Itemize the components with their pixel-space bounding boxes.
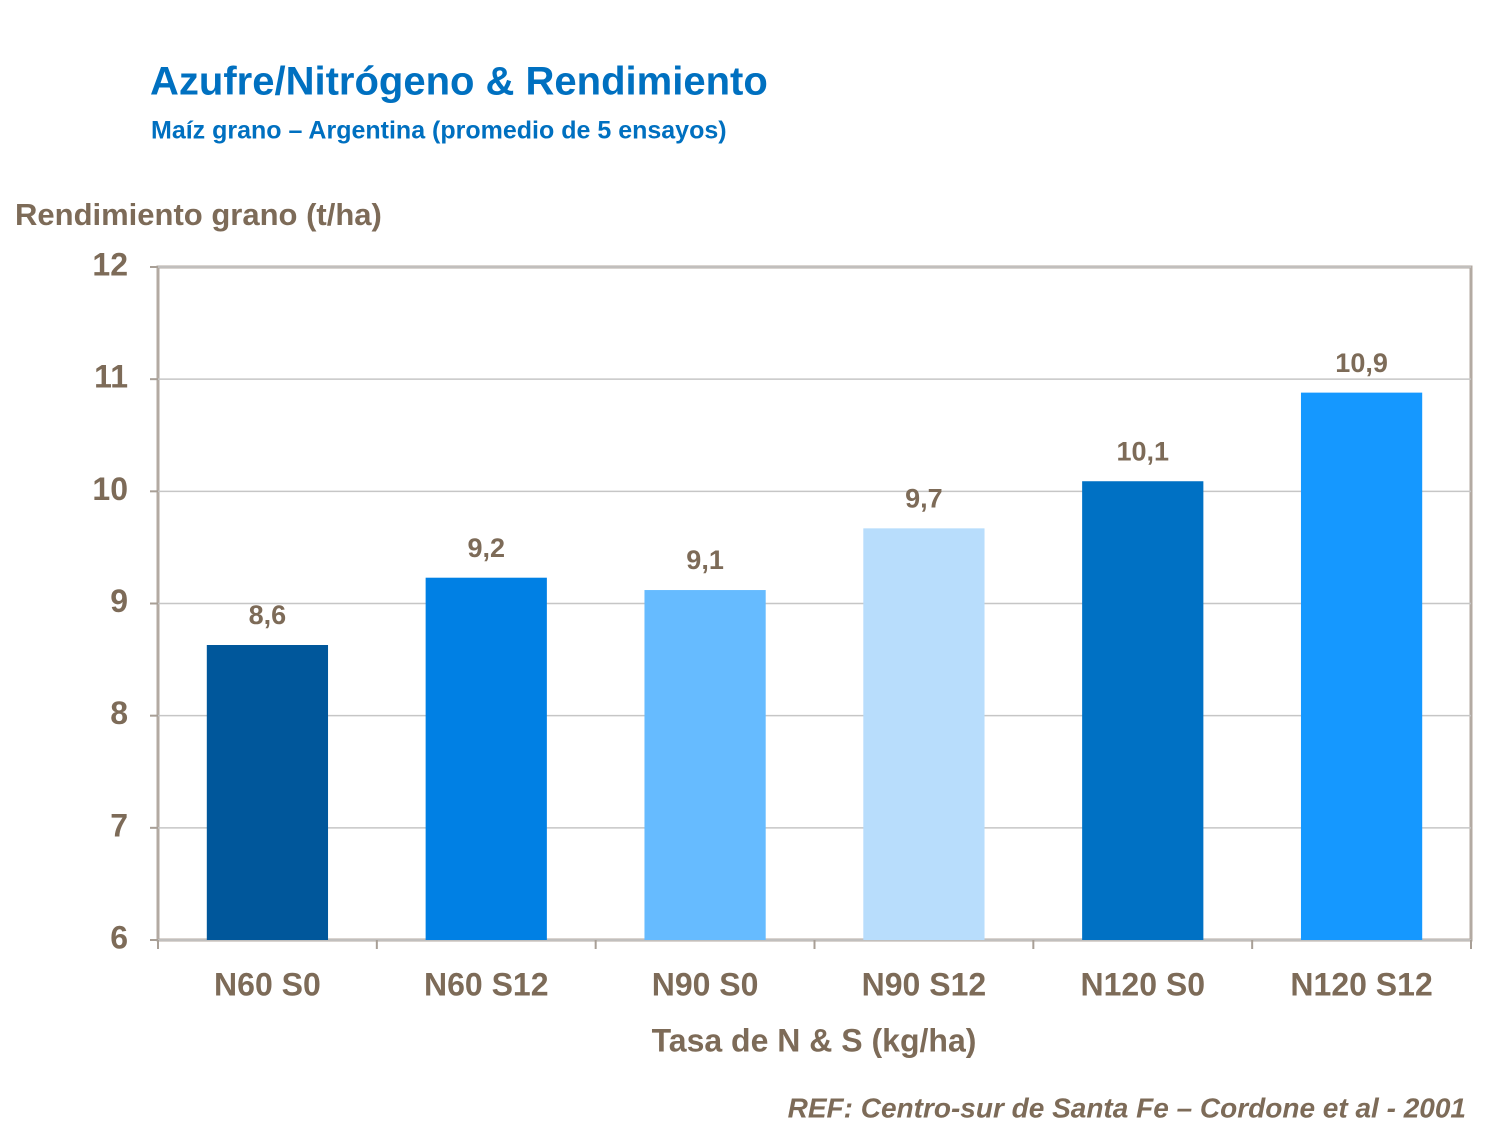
bar	[1300, 392, 1423, 940]
y-tick-label: 10	[92, 471, 128, 507]
value-label: 8,6	[249, 600, 287, 630]
y-tick-label: 11	[94, 359, 128, 395]
bar	[206, 645, 329, 940]
x-axis-title: Tasa de N & S (kg/ha)	[652, 1022, 977, 1058]
value-label: 9,2	[467, 533, 505, 563]
chart-title: Azufre/Nitrógeno & Rendimiento	[150, 60, 768, 104]
value-label: 10,1	[1116, 436, 1169, 466]
x-tick-label: N120 S12	[1290, 966, 1432, 1002]
x-tick-label: N90 S12	[862, 966, 987, 1002]
value-label: 9,7	[905, 483, 943, 513]
y-tick-label: 12	[92, 246, 128, 282]
value-label: 9,1	[686, 545, 724, 575]
x-tick-label: N90 S0	[652, 966, 759, 1002]
y-tick-label: 7	[110, 807, 128, 843]
y-tick-label: 8	[110, 695, 128, 731]
y-tick-label: 9	[110, 583, 128, 619]
y-axis-title: Rendimiento grano (t/ha)	[15, 197, 382, 232]
bar	[863, 528, 985, 940]
bar	[644, 590, 766, 940]
y-tick-label: 6	[110, 919, 128, 955]
source-note: REF: Centro-sur de Santa Fe – Cordone et…	[788, 1092, 1466, 1123]
bar	[1082, 481, 1204, 940]
x-tick-label: N60 S12	[424, 966, 549, 1002]
x-tick-label: N120 S0	[1080, 966, 1205, 1002]
x-tick-label: N60 S0	[214, 966, 321, 1002]
bar	[425, 577, 547, 940]
value-label: 10,9	[1335, 348, 1388, 378]
chart-subtitle: Maíz grano – Argentina (promedio de 5 en…	[151, 117, 727, 145]
